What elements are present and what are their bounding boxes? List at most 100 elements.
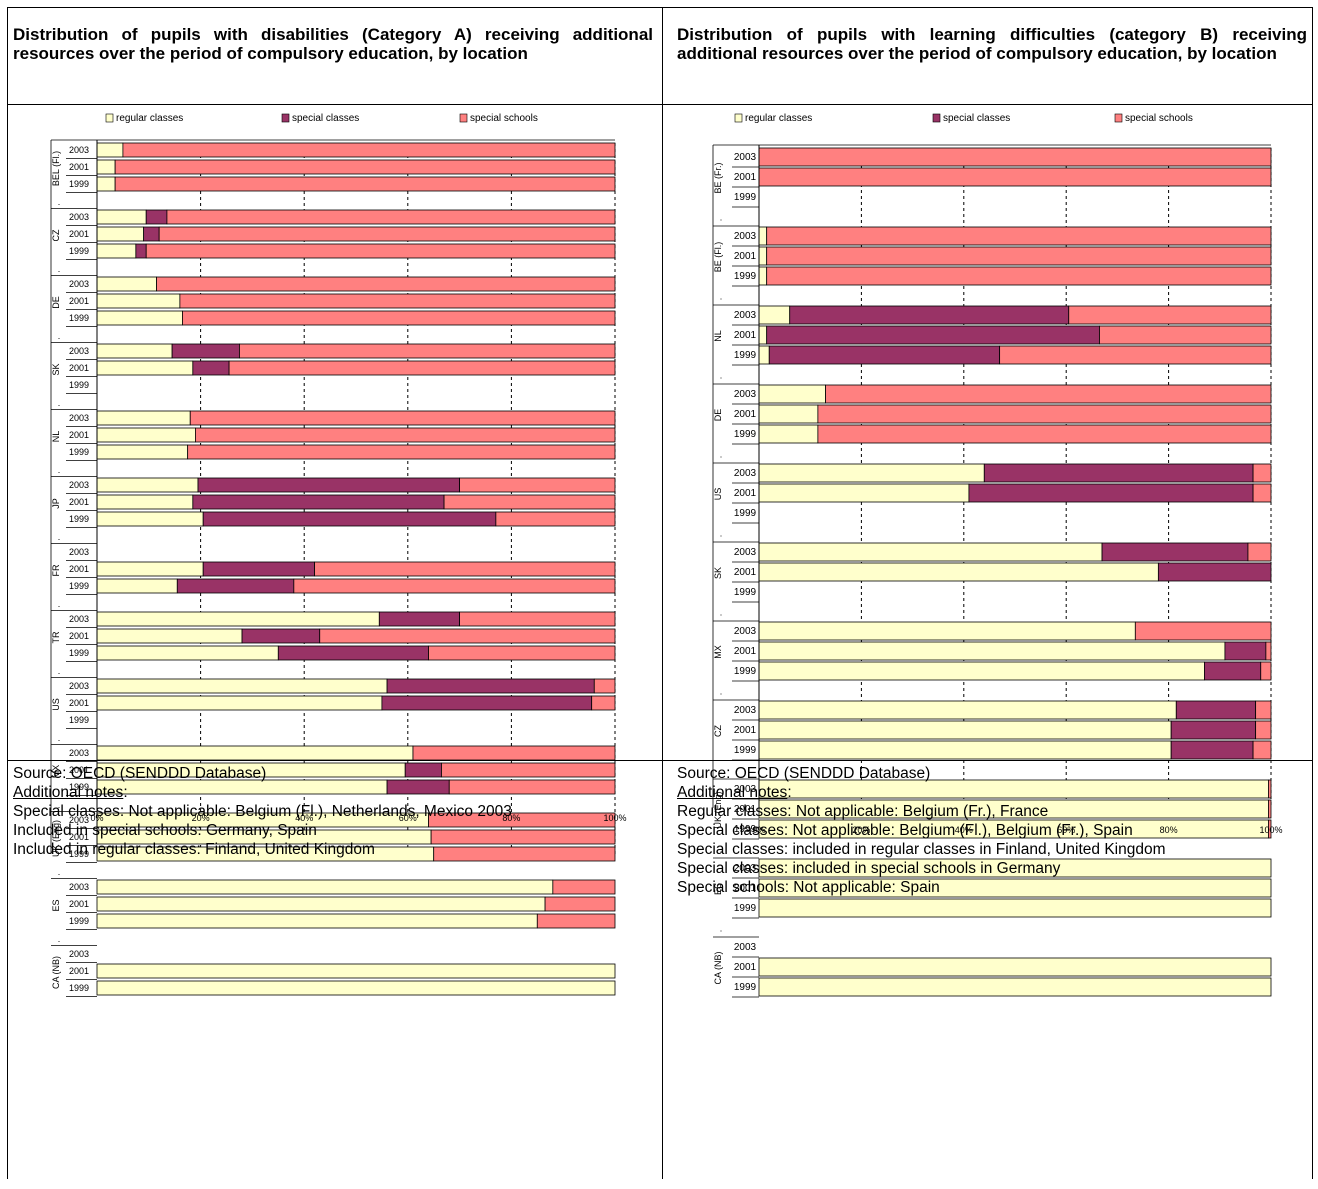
year-label: 2001 (734, 804, 757, 815)
year-label: 1999 (734, 745, 757, 756)
group-spacer-dot: . (58, 800, 61, 810)
bar-special-classes (192, 360, 230, 376)
bar-special-schools (758, 167, 1272, 187)
bar-regular-classes (96, 645, 279, 661)
bar-special-schools (158, 226, 616, 242)
group-label: JP (51, 498, 61, 509)
group-label: MX (713, 645, 723, 659)
bar-special-schools (195, 427, 616, 443)
bar-regular-classes (758, 325, 768, 345)
year-label: 1999 (734, 903, 757, 914)
group-spacer-dot: . (720, 845, 723, 855)
bar-special-schools (114, 159, 616, 175)
bar-special-schools (1268, 819, 1272, 839)
bar-regular-classes (96, 896, 546, 912)
bar-special-classes (983, 463, 1254, 483)
bar-regular-classes (96, 427, 196, 443)
x-tick-label: 0% (90, 813, 103, 823)
bar-special-schools (591, 695, 616, 711)
bar-special-schools (1260, 661, 1272, 681)
group-label: ES (713, 883, 723, 895)
bar-regular-classes (758, 345, 770, 365)
year-label: 2003 (69, 815, 89, 825)
bar-special-schools (145, 243, 616, 259)
group-label: NL (713, 330, 723, 342)
bar-special-schools (182, 310, 616, 326)
bar-regular-classes (758, 977, 1272, 997)
legend-swatch (105, 113, 114, 123)
year-label: 2001 (69, 631, 89, 641)
bar-regular-classes (758, 246, 768, 266)
group-spacer-dot: . (58, 398, 61, 408)
group-spacer-dot: . (720, 292, 723, 302)
bar-special-schools (1247, 542, 1272, 562)
bar-special-classes (197, 477, 460, 493)
bar-special-schools (766, 266, 1272, 286)
group-label: DE (713, 409, 723, 422)
table-border (7, 7, 1313, 1179)
bar-regular-classes (96, 879, 554, 895)
bar-regular-classes (758, 740, 1172, 760)
group-label: TR (51, 631, 61, 643)
year-label: 1999 (69, 447, 89, 457)
year-label: 2001 (734, 962, 757, 973)
bar-special-schools (459, 477, 616, 493)
x-tick-label: 80% (502, 813, 520, 823)
year-label: 2003 (734, 310, 757, 321)
bar-special-schools (430, 829, 616, 845)
bar-regular-classes (96, 477, 199, 493)
bar-special-classes (1175, 700, 1257, 720)
bar-regular-classes (96, 444, 189, 460)
year-label: 1999 (734, 271, 757, 282)
bar-special-schools (536, 913, 616, 929)
group-spacer-dot: . (58, 197, 61, 207)
bar-special-classes (1101, 542, 1249, 562)
left-notes: Source: OECD (SENDDD Database) Additiona… (13, 764, 512, 859)
bar-special-schools (166, 209, 616, 225)
year-label: 2003 (69, 547, 89, 557)
bar-special-schools (1252, 463, 1272, 483)
bar-regular-classes (96, 243, 137, 259)
bar-special-schools (817, 424, 1272, 444)
bar-regular-classes (758, 720, 1172, 740)
bar-special-classes (241, 628, 321, 644)
bar-special-schools (1268, 779, 1272, 799)
year-label: 2003 (734, 389, 757, 400)
bar-special-schools (433, 846, 616, 862)
bar-regular-classes (758, 226, 768, 246)
bar-special-schools (412, 745, 616, 761)
bar-regular-classes (96, 678, 388, 694)
bar-regular-classes (758, 621, 1136, 641)
bar-regular-classes (96, 410, 191, 426)
bar-regular-classes (758, 957, 1272, 977)
legend-swatch (734, 113, 743, 123)
bar-special-classes (1157, 562, 1272, 582)
group-spacer-dot: . (720, 371, 723, 381)
x-tick-label: 20% (852, 825, 870, 835)
legend-label: special schools (1125, 113, 1193, 124)
bar-special-schools (179, 293, 616, 309)
bar-regular-classes (758, 641, 1226, 661)
bar-special-schools (441, 762, 616, 778)
year-label: 2003 (734, 784, 757, 795)
bar-regular-classes (758, 700, 1177, 720)
bar-regular-classes (96, 494, 194, 510)
bar-regular-classes (96, 628, 243, 644)
bar-special-schools (448, 779, 616, 795)
year-label: 2003 (734, 231, 757, 242)
year-label: 2003 (69, 748, 89, 758)
left-note: Special classes: Not applicable: Belgium… (13, 803, 512, 820)
bar-special-schools (1255, 700, 1272, 720)
group-label: BEL (Fl.) (51, 151, 61, 186)
bar-special-schools (1134, 621, 1272, 641)
left-notes-heading: Additional notes (13, 784, 124, 801)
bar-regular-classes (96, 142, 124, 158)
bar-regular-classes (758, 424, 819, 444)
legend-label: regular classes (116, 113, 183, 124)
x-tick-label: 40% (295, 813, 313, 823)
year-label: 2001 (734, 883, 757, 894)
legend-swatch (281, 113, 290, 123)
bar-special-schools (825, 384, 1272, 404)
bar-special-schools (593, 678, 616, 694)
year-label: 2001 (734, 488, 757, 499)
